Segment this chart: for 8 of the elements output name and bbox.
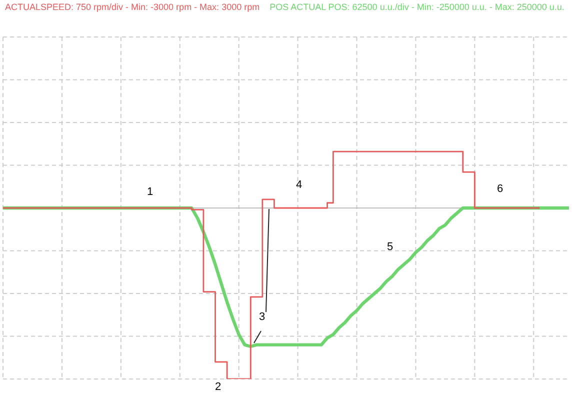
annotation: 4 (296, 179, 302, 191)
text: 2 (214, 381, 222, 393)
annotation: 1 (146, 186, 154, 198)
annotation: 6 (496, 183, 504, 195)
annotation: 3 (258, 311, 266, 323)
text: POS ACTUAL POS: 62500 u.u./div - Min: -250000 u.u. - Max: 250000 u.u. (270, 2, 564, 12)
text: ACTUALSPEED: 750 rpm/div - Min: -3000 rpm - Max: 3000 rpm (5, 2, 260, 12)
annotation: 5 (386, 241, 394, 253)
